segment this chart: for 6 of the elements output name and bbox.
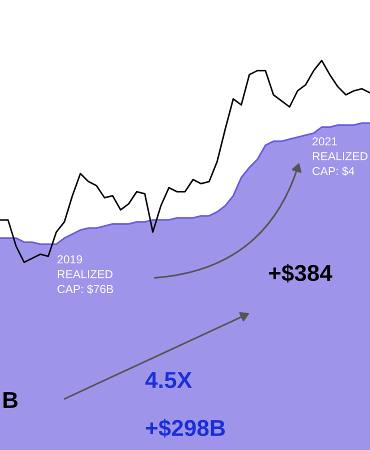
text: +$298B xyxy=(146,418,225,438)
annotation: 2021 REALIZED CAP: $4 xyxy=(312,137,368,176)
text: 4.5X xyxy=(145,372,192,388)
text: B xyxy=(4,392,18,408)
text: +$384 xyxy=(268,264,332,283)
annotation: 2019 REALIZED CAP: $76B xyxy=(58,255,114,294)
